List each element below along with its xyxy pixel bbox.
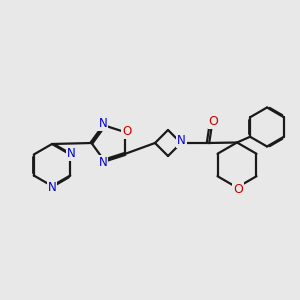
Text: N: N: [177, 134, 186, 147]
Text: N: N: [98, 117, 107, 130]
Text: N: N: [67, 147, 76, 160]
Text: O: O: [122, 124, 132, 138]
Text: N: N: [98, 156, 107, 169]
Text: O: O: [233, 183, 243, 196]
Text: O: O: [208, 115, 218, 128]
Text: N: N: [48, 181, 56, 194]
